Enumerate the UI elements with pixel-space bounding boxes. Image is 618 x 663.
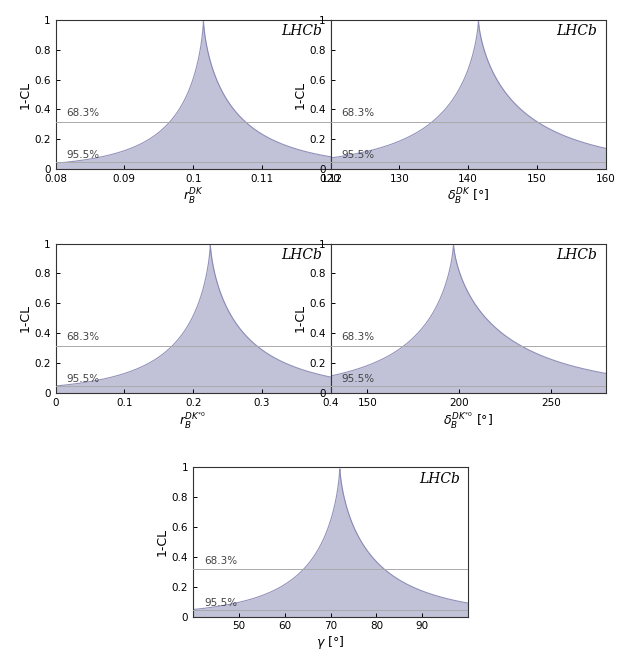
Text: 68.3%: 68.3% [67,332,99,342]
Text: LHCb: LHCb [557,248,598,262]
X-axis label: $r_B^{DK}$: $r_B^{DK}$ [183,187,203,207]
Y-axis label: 1-CL: 1-CL [294,80,307,109]
Text: LHCb: LHCb [419,472,460,486]
Y-axis label: 1-CL: 1-CL [156,528,169,556]
X-axis label: $r_B^{DK^{*0}}$: $r_B^{DK^{*0}}$ [179,410,207,431]
Text: 95.5%: 95.5% [67,374,99,384]
Y-axis label: 1-CL: 1-CL [294,304,307,332]
Text: 68.3%: 68.3% [67,108,99,118]
Text: LHCb: LHCb [282,25,323,38]
Text: 95.5%: 95.5% [342,374,375,384]
Text: 95.5%: 95.5% [67,150,99,160]
Y-axis label: 1-CL: 1-CL [19,80,32,109]
Text: 95.5%: 95.5% [342,150,375,160]
X-axis label: $\gamma$ [°]: $\gamma$ [°] [316,634,345,651]
Text: 68.3%: 68.3% [342,332,375,342]
Y-axis label: 1-CL: 1-CL [19,304,32,332]
X-axis label: $\delta_B^{DK^{*0}}$ [°]: $\delta_B^{DK^{*0}}$ [°] [443,410,493,431]
X-axis label: $\delta_B^{DK}$ [°]: $\delta_B^{DK}$ [°] [447,187,489,207]
Text: LHCb: LHCb [282,248,323,262]
Text: 68.3%: 68.3% [342,108,375,118]
Text: LHCb: LHCb [557,25,598,38]
Text: 68.3%: 68.3% [204,556,237,566]
Text: 95.5%: 95.5% [204,597,237,608]
